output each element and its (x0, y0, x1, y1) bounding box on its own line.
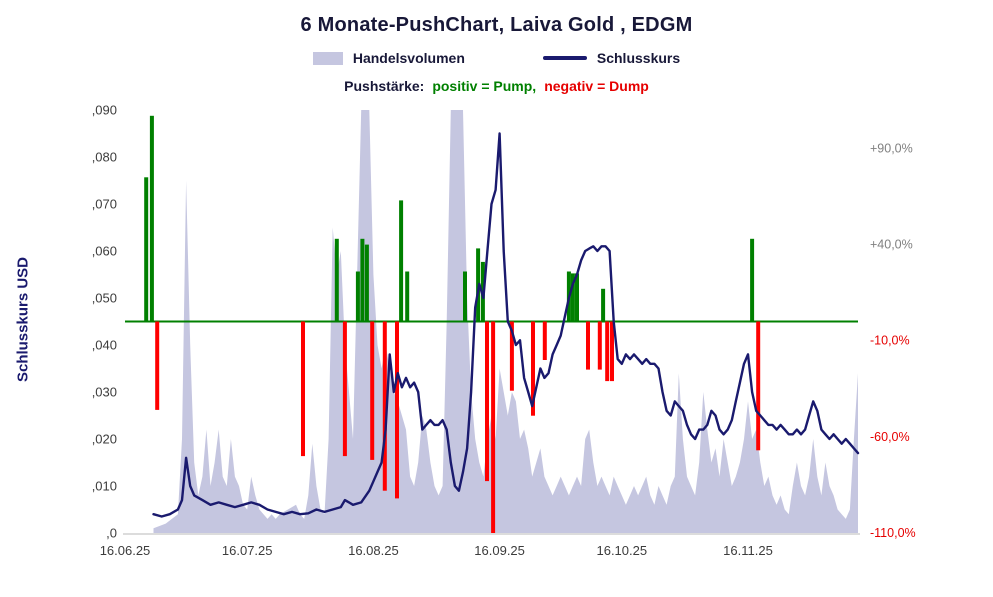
push-bar-positive (399, 200, 404, 322)
push-legend-pump: positiv = Pump, (432, 78, 537, 94)
push-bar-negative (542, 321, 547, 360)
y-right-tick-label: -110,0% (870, 526, 916, 540)
push-bar-negative (155, 321, 160, 410)
push-bar-positive (364, 244, 369, 322)
legend-item-volume: Handelsvolumen (312, 50, 465, 66)
price-line (152, 132, 860, 518)
y-left-tick-label: ,030 (92, 385, 117, 400)
volume-area (153, 110, 858, 533)
x-tick-label: 16.06.25 (100, 543, 151, 558)
x-tick-label: 16.09.25 (474, 543, 525, 558)
push-legend: Pushstärke: positiv = Pump, negativ = Du… (0, 78, 993, 94)
push-bar-negative (605, 321, 610, 382)
volume-legend-label: Handelsvolumen (352, 50, 465, 66)
push-bar-positive (750, 238, 755, 322)
push-bar-negative (301, 321, 305, 457)
y-left-tick-label: ,090 (92, 103, 117, 118)
y-left-tick-label: ,040 (92, 338, 117, 353)
y-left-tick-label: ,070 (92, 197, 117, 212)
y-left-tick-label: ,0 (106, 526, 117, 541)
chart-title: 6 Monate-PushChart, Laiva Gold , EDGM (300, 14, 693, 36)
y-right-tick-label: +90,0% (870, 142, 913, 156)
push-bar-negative (586, 321, 590, 370)
x-tick-label: 16.10.25 (596, 543, 647, 558)
push-bar-positive (463, 271, 467, 322)
push-bar-negative (382, 321, 387, 491)
x-tick-label: 16.11.25 (723, 543, 773, 558)
x-tick-label: 16.08.25 (348, 543, 399, 558)
push-bar-negative (597, 321, 602, 370)
close-legend-label: Schlusskurs (596, 50, 681, 66)
push-bar-negative (485, 321, 489, 482)
push-legend-prefix: Pushstärke: (344, 78, 425, 94)
push-bar-negative (491, 321, 496, 533)
push-bar-positive (355, 271, 360, 322)
push-bar-positive (570, 273, 575, 322)
x-tick-label: 16.07.25 (222, 543, 273, 558)
y-left-tick-label: ,020 (92, 432, 117, 447)
push-bar-negative (342, 321, 347, 457)
push-bar-negative (756, 321, 761, 451)
push-bar-positive (144, 177, 149, 322)
push-bar-negative (509, 321, 514, 391)
legend-item-close: Schlusskurs (542, 50, 681, 66)
push-bar-negative (370, 321, 375, 460)
push-legend-dump: negativ = Dump (544, 78, 649, 94)
volume-swatch (312, 51, 343, 65)
y-left-tick-label: ,080 (92, 150, 117, 165)
y-left-tick-label: ,060 (92, 244, 117, 259)
push-bar-negative (395, 321, 399, 499)
push-bar-positive (405, 271, 410, 322)
y-left-tick-label: ,010 (92, 479, 117, 494)
y-left-tick-label: ,050 (92, 291, 117, 306)
push-bar-negative (610, 321, 614, 382)
push-bar-positive (149, 115, 154, 322)
push-bar-negative (531, 321, 535, 416)
push-bar-positive (334, 238, 339, 322)
y-right-tick-label: -10,0% (870, 334, 910, 348)
close-line-swatch (542, 56, 587, 60)
push-bar-positive (601, 288, 606, 322)
y-right-tick-label: +40,0% (870, 238, 913, 252)
legend: Handelsvolumen Schlusskurs (0, 50, 993, 66)
push-bar-positive (575, 273, 579, 322)
y-right-tick-label: -60,0% (870, 430, 910, 444)
push-bar-positive (360, 238, 365, 322)
